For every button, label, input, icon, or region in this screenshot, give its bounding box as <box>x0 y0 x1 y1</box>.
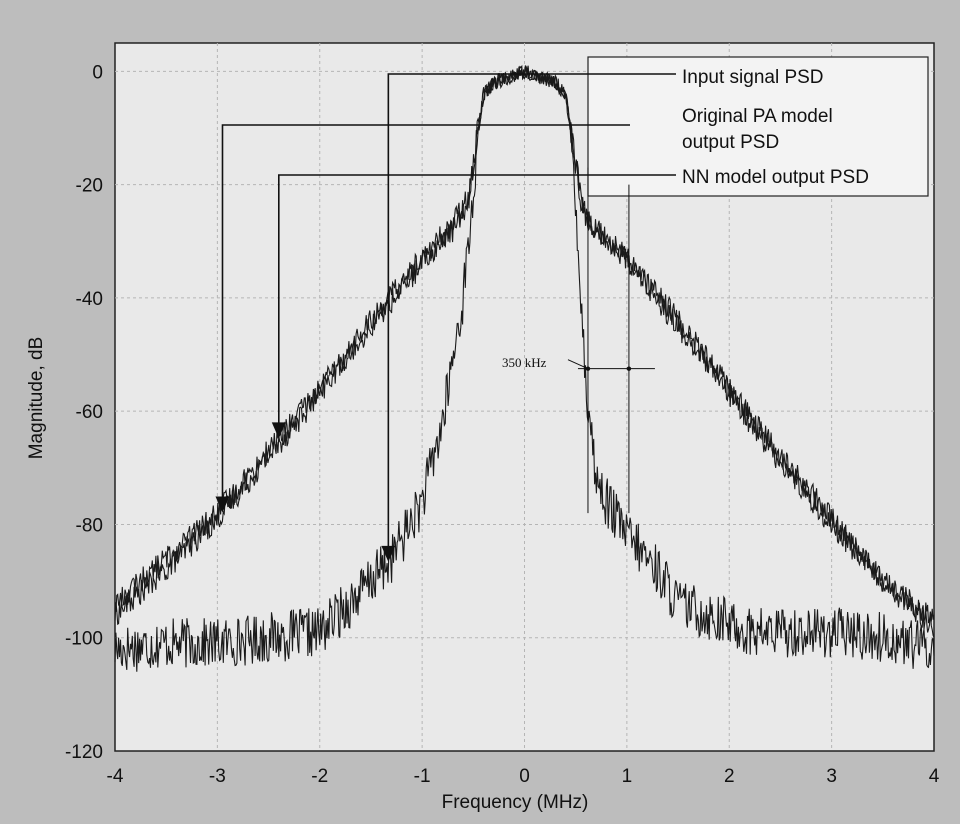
x-tick-label: 4 <box>929 766 940 787</box>
y-tick-label: -80 <box>76 515 103 536</box>
legend: Input signal PSD Original PA model output… <box>587 56 929 197</box>
x-tick-label: -1 <box>414 766 431 787</box>
series-line-1 <box>114 64 935 672</box>
y-tick-label: -60 <box>76 402 103 423</box>
y-tick-label: -120 <box>65 742 103 763</box>
legend-entry-pa-line2: output PSD <box>682 132 779 153</box>
pointer-arrowhead <box>381 545 396 562</box>
bandwidth-annotation: 350 kHz <box>502 167 655 514</box>
y-axis-title: Magnitude, dB <box>26 337 47 460</box>
legend-entry-input: Input signal PSD <box>682 67 824 88</box>
x-tick-labels: -4 -3 -2 -1 0 1 2 3 4 <box>107 766 940 787</box>
y-tick-label: -20 <box>76 176 103 197</box>
y-tick-label: 0 <box>92 62 103 83</box>
legend-pointer-line <box>277 174 676 425</box>
y-tick-label: -40 <box>76 289 103 310</box>
x-axis-title: Frequency (MHz) <box>442 792 589 813</box>
series-line-3 <box>114 65 935 624</box>
annotation-dot-right <box>626 366 632 371</box>
x-tick-label: 3 <box>826 766 837 787</box>
x-tick-label: -2 <box>311 766 328 787</box>
x-tick-label: 2 <box>724 766 735 787</box>
legend-box <box>587 56 929 197</box>
legend-entry-pa-model: Original PA model output PSD <box>682 106 833 153</box>
legend-pointer-line <box>387 73 676 548</box>
annotation-label: 350 kHz <box>502 355 547 370</box>
pointer-arrowhead <box>271 422 286 439</box>
legend-entry-pa-line1: Original PA model <box>682 106 833 127</box>
x-tick-label: -4 <box>107 766 124 787</box>
y-tick-labels: 0 -20 -40 -60 -80 -100 -120 <box>65 62 103 763</box>
annotation-leader <box>567 359 589 370</box>
pointer-arrowhead <box>215 496 230 513</box>
series-layer <box>114 64 935 672</box>
x-tick-label: 1 <box>622 766 633 787</box>
x-tick-label: 0 <box>519 766 530 787</box>
annotation-dot-left <box>585 366 591 371</box>
legend-pointer-line <box>221 124 630 499</box>
y-tick-label: -100 <box>65 629 103 650</box>
legend-pointers <box>215 73 676 562</box>
x-tick-label: -3 <box>209 766 226 787</box>
series-line-2 <box>114 65 935 638</box>
legend-entry-nn-model: NN model output PSD <box>682 167 869 188</box>
